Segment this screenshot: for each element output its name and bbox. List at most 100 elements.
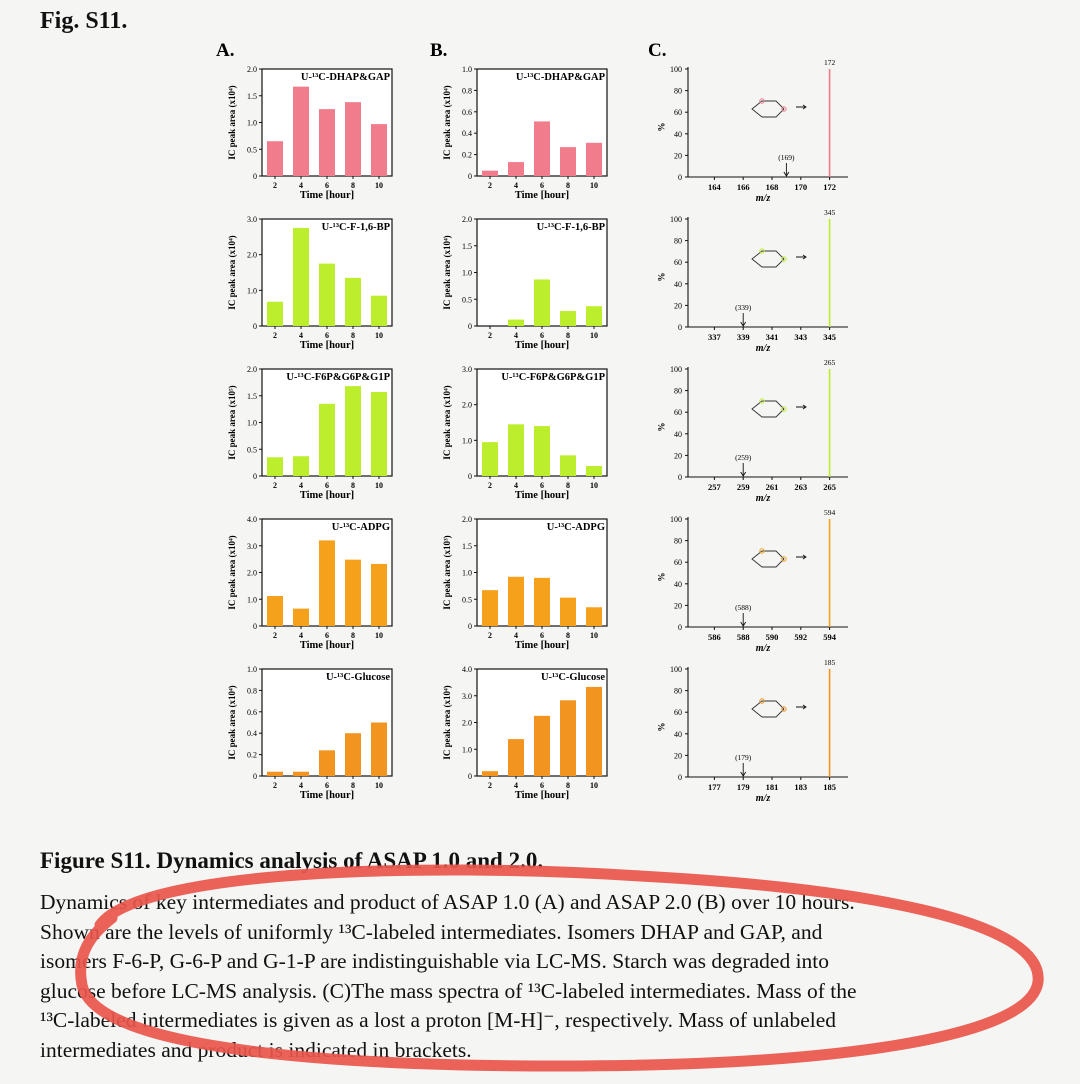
bar [482, 590, 498, 626]
x-tick-label: 8 [566, 481, 570, 490]
bar [586, 306, 602, 326]
bar [345, 733, 361, 776]
x-tick-label: 166 [737, 182, 750, 192]
chart-title: U-¹³C-Glucose [541, 672, 605, 683]
y-tick-label: 60 [674, 408, 682, 417]
x-tick-label: 2 [488, 481, 492, 490]
y-tick-label: 100 [670, 65, 682, 74]
x-axis-label: Time [hour] [515, 490, 569, 501]
bar [534, 426, 550, 476]
y-tick-label: 2.0 [247, 365, 257, 374]
bar [293, 608, 309, 626]
bar [371, 563, 387, 626]
chart-c2: 100 80 60 40 20 0% 337 339 341 343 345 m/z 345 (339) [656, 208, 848, 354]
y-tick-label: 0.5 [247, 145, 257, 154]
x-tick-label: 259 [737, 482, 750, 492]
x-tick-label: 172 [823, 182, 836, 192]
y-tick-label: 0.5 [462, 595, 472, 604]
x-axis-label: Time [hour] [300, 190, 354, 201]
x-tick-label: 10 [375, 631, 383, 640]
bar [267, 141, 283, 176]
x-axis-label: Time [hour] [515, 790, 569, 801]
chart-title: U-¹³C-F-1,6-BP [537, 222, 606, 233]
bar [508, 739, 524, 776]
labeled-carbon [781, 106, 787, 112]
y-tick-label: 0 [468, 622, 472, 631]
marker-arrowhead [740, 621, 747, 627]
x-tick-label: 168 [766, 182, 779, 192]
x-tick-label: 179 [737, 782, 750, 792]
x-tick-label: 10 [375, 181, 383, 190]
x-tick-label: 4 [514, 181, 518, 190]
y-axis-label: IC peak area (x10⁴) [442, 385, 452, 459]
y-tick-label: 0 [253, 322, 257, 331]
structure-arrow [796, 704, 807, 710]
y-tick-label: 0 [253, 472, 257, 481]
bar [560, 700, 576, 776]
y-axis-label: IC peak area (x10⁴) [442, 85, 452, 159]
x-tick-label: 2 [488, 781, 492, 790]
x-tick-label: 590 [766, 632, 779, 642]
x-tick-label: 4 [299, 631, 303, 640]
y-tick-label: 1.0 [462, 65, 472, 74]
x-tick-label: 2 [273, 481, 277, 490]
bar [482, 170, 498, 176]
x-axis-label: m/z [756, 343, 771, 354]
y-tick-label: 2.0 [462, 401, 472, 410]
bar [293, 227, 309, 326]
y-tick-label: 40 [674, 580, 682, 589]
y-axis-label: IC peak area (x10⁴) [227, 235, 237, 309]
y-tick-label: 0 [468, 172, 472, 181]
bar [508, 576, 524, 626]
y-tick-label: 60 [674, 558, 682, 567]
x-tick-label: 4 [514, 781, 518, 790]
x-axis-label: Time [hour] [300, 790, 354, 801]
chart-a3: U-¹³C-F6P&G6P&G1P 0 0.5 1.0 1.5 2.0 IC peak ar… [227, 365, 393, 501]
x-tick-label: 4 [514, 631, 518, 640]
bar [267, 596, 283, 626]
bar [319, 403, 335, 476]
y-tick-label: 0 [253, 622, 257, 631]
bar [345, 559, 361, 626]
y-tick-label: 1.5 [462, 242, 472, 251]
y-tick-label: 0 [678, 473, 682, 482]
bar [293, 86, 309, 176]
x-tick-label: 2 [273, 631, 277, 640]
structure-arrow [796, 104, 807, 110]
labeled-carbon [759, 698, 765, 704]
chart-title: U-¹³C-ADPG [332, 522, 390, 533]
y-tick-label: 2.0 [462, 515, 472, 524]
y-tick-label: 20 [674, 451, 682, 460]
x-tick-label: 4 [299, 781, 303, 790]
y-tick-label: 2.0 [247, 65, 257, 74]
y-tick-label: 100 [670, 665, 682, 674]
y-tick-label: 60 [674, 708, 682, 717]
x-tick-label: 6 [325, 781, 329, 790]
y-tick-label: 1.0 [247, 286, 257, 295]
y-tick-label: 80 [674, 537, 682, 546]
x-tick-label: 8 [351, 331, 355, 340]
y-tick-label: 1.0 [247, 119, 257, 128]
x-tick-label: 6 [540, 631, 544, 640]
bar [293, 771, 309, 776]
y-tick-label: 20 [674, 151, 682, 160]
x-axis-label: Time [hour] [300, 340, 354, 351]
chart-title: U-¹³C-F-1,6-BP [322, 222, 391, 233]
labeled-carbon [759, 248, 765, 254]
x-tick-label: 341 [766, 332, 779, 342]
bar [586, 466, 602, 476]
figure-label: Fig. S11. [40, 8, 128, 34]
marker-arrowhead [740, 471, 747, 477]
y-tick-label: 0.4 [247, 729, 257, 738]
y-tick-label: 4.0 [462, 665, 472, 674]
y-tick-label: 3.0 [462, 692, 472, 701]
x-tick-label: 181 [766, 782, 779, 792]
y-tick-label: 2.0 [247, 251, 257, 260]
y-tick-label: 60 [674, 108, 682, 117]
y-axis-label: IC peak area (x10⁴) [227, 685, 237, 759]
y-tick-label: 0 [678, 173, 682, 182]
bar [371, 392, 387, 476]
y-axis-label: IC peak area (x10⁴) [227, 85, 237, 159]
x-tick-label: 4 [299, 481, 303, 490]
caption-line: Shown are the levels of uniformly ¹³C-la… [40, 919, 823, 944]
